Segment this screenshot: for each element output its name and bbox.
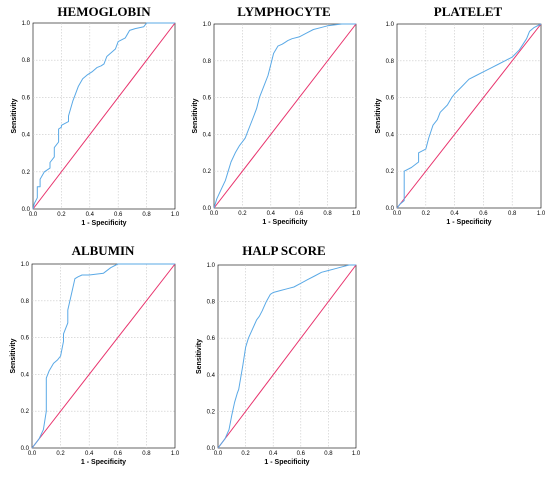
x-tick-label: 0.0 — [210, 211, 219, 217]
y-tick-label: 0.8 — [203, 59, 212, 65]
chart-title: HALP SCORE — [242, 243, 325, 258]
y-tick-label: 0.2 — [203, 169, 212, 175]
y-tick-label: 1.0 — [207, 263, 216, 269]
x-tick-label: 0.8 — [508, 211, 517, 217]
y-tick-label: 1.0 — [203, 22, 212, 28]
x-tick-label: 0.8 — [324, 451, 333, 457]
x-tick-label: 0.0 — [28, 451, 37, 457]
reference-line — [213, 23, 357, 209]
chart-platelet: 0.0 0.2 0.4 0.6 0.8 1.0 0.0 0.2 0.4 0.6 0.8 1.0 1 - … — [375, 4, 546, 226]
y-axis-title: Sensitivity — [192, 98, 199, 133]
x-tick-label: 1.0 — [537, 211, 546, 217]
y-tick-label: 0.0 — [21, 446, 30, 452]
y-tick-label: 0.8 — [21, 299, 30, 305]
x-tick-label: 0.4 — [267, 211, 276, 217]
y-tick-label: 0.6 — [386, 96, 395, 102]
y-tick-label: 0.4 — [21, 372, 30, 378]
reference-line — [217, 264, 357, 449]
y-tick-label: 0.4 — [203, 132, 212, 138]
x-tick-label: 0.2 — [238, 211, 247, 217]
y-tick-label: 0.0 — [386, 206, 395, 212]
y-tick-label: 0.4 — [386, 132, 395, 138]
x-tick-label: 0.6 — [479, 211, 488, 217]
y-tick-label: 0.8 — [22, 58, 31, 64]
y-tick-label: 0.2 — [386, 169, 395, 175]
x-tick-label: 0.2 — [57, 212, 66, 218]
y-tick-label: 1.0 — [22, 21, 31, 27]
y-tick-label: 1.0 — [386, 22, 395, 28]
y-tick-label: 0.4 — [207, 373, 216, 379]
x-tick-label: 0.0 — [214, 451, 223, 457]
y-tick-label: 0.0 — [203, 206, 212, 212]
roc-curve — [396, 23, 542, 209]
x-tick-label: 0.4 — [86, 212, 95, 218]
chart-lymphocyte: 0.0 0.2 0.4 0.6 0.8 1.0 0.0 0.2 0.4 0.6 0.8 1.0 1 - … — [192, 4, 361, 226]
y-tick-label: 0.6 — [207, 336, 216, 342]
x-tick-label: 0.2 — [422, 211, 431, 217]
x-tick-label: 0.6 — [114, 451, 123, 457]
x-tick-label: 0.8 — [142, 212, 151, 218]
roc-curve — [31, 263, 175, 449]
y-tick-label: 0.2 — [22, 170, 31, 176]
x-axis-title: 1 - Specificity — [81, 459, 126, 466]
roc-curve — [32, 22, 175, 210]
x-tick-label: 0.4 — [269, 451, 278, 457]
y-axis-title: Sensitivity — [375, 98, 382, 133]
x-tick-label: 0.6 — [114, 212, 123, 218]
y-axis-title: Sensitivity — [10, 338, 17, 373]
reference-line — [396, 23, 542, 209]
x-axis-title: 1 - Specificity — [81, 220, 126, 227]
y-tick-label: 1.0 — [21, 262, 30, 268]
chart-halp-score: 0.0 0.2 0.4 0.6 0.8 1.0 0.0 0.2 0.4 0.6 0.8 1.0 1 - … — [196, 243, 361, 466]
chart-title: HEMOGLOBIN — [57, 4, 151, 19]
y-tick-label: 0.6 — [21, 336, 30, 342]
x-tick-label: 1.0 — [171, 212, 180, 218]
y-tick-label: 0.2 — [21, 409, 30, 415]
y-tick-label: 0.4 — [22, 133, 31, 139]
chart-title: PLATELET — [434, 4, 503, 19]
y-tick-label: 0.0 — [207, 446, 216, 452]
reference-line — [31, 263, 176, 449]
x-tick-label: 0.8 — [323, 211, 332, 217]
roc-curve — [213, 23, 356, 209]
x-tick-label: 0.8 — [142, 451, 151, 457]
x-tick-label: 1.0 — [352, 451, 361, 457]
x-axis-title: 1 - Specificity — [446, 219, 491, 226]
chart-title: LYMPHOCYTE — [237, 4, 330, 19]
y-tick-label: 0.0 — [22, 207, 31, 213]
chart-albumin: 0.0 0.2 0.4 0.6 0.8 1.0 0.0 0.2 0.4 0.6 0.8 1.0 1 - … — [10, 243, 180, 466]
chart-title: ALBUMIN — [72, 243, 135, 258]
y-tick-label: 0.6 — [203, 96, 212, 102]
x-tick-label: 0.2 — [56, 451, 65, 457]
y-tick-label: 0.2 — [207, 409, 216, 415]
x-tick-label: 1.0 — [352, 211, 361, 217]
x-tick-label: 0.4 — [85, 451, 94, 457]
chart-hemoglobin: 0.0 0.2 0.4 0.6 0.8 1.0 0.0 0.2 0.4 0.6 0.8 1.0 1 - … — [11, 4, 180, 227]
x-axis-title: 1 - Specificity — [262, 219, 307, 226]
x-axis-title: 1 - Specificity — [264, 459, 309, 466]
x-tick-label: 0.4 — [450, 211, 459, 217]
y-tick-label: 0.8 — [386, 59, 395, 65]
reference-line — [32, 22, 176, 210]
x-tick-label: 0.0 — [393, 211, 402, 217]
x-tick-label: 0.2 — [241, 451, 250, 457]
x-tick-label: 0.6 — [295, 211, 304, 217]
roc-curve — [217, 264, 356, 449]
y-tick-label: 0.6 — [22, 95, 31, 101]
y-axis-title: Sensitivity — [196, 339, 203, 374]
x-tick-label: 1.0 — [171, 451, 180, 457]
x-tick-label: 0.6 — [297, 451, 306, 457]
y-tick-label: 0.8 — [207, 300, 216, 306]
y-axis-title: Sensitivity — [11, 98, 18, 133]
x-tick-label: 0.0 — [29, 212, 38, 218]
